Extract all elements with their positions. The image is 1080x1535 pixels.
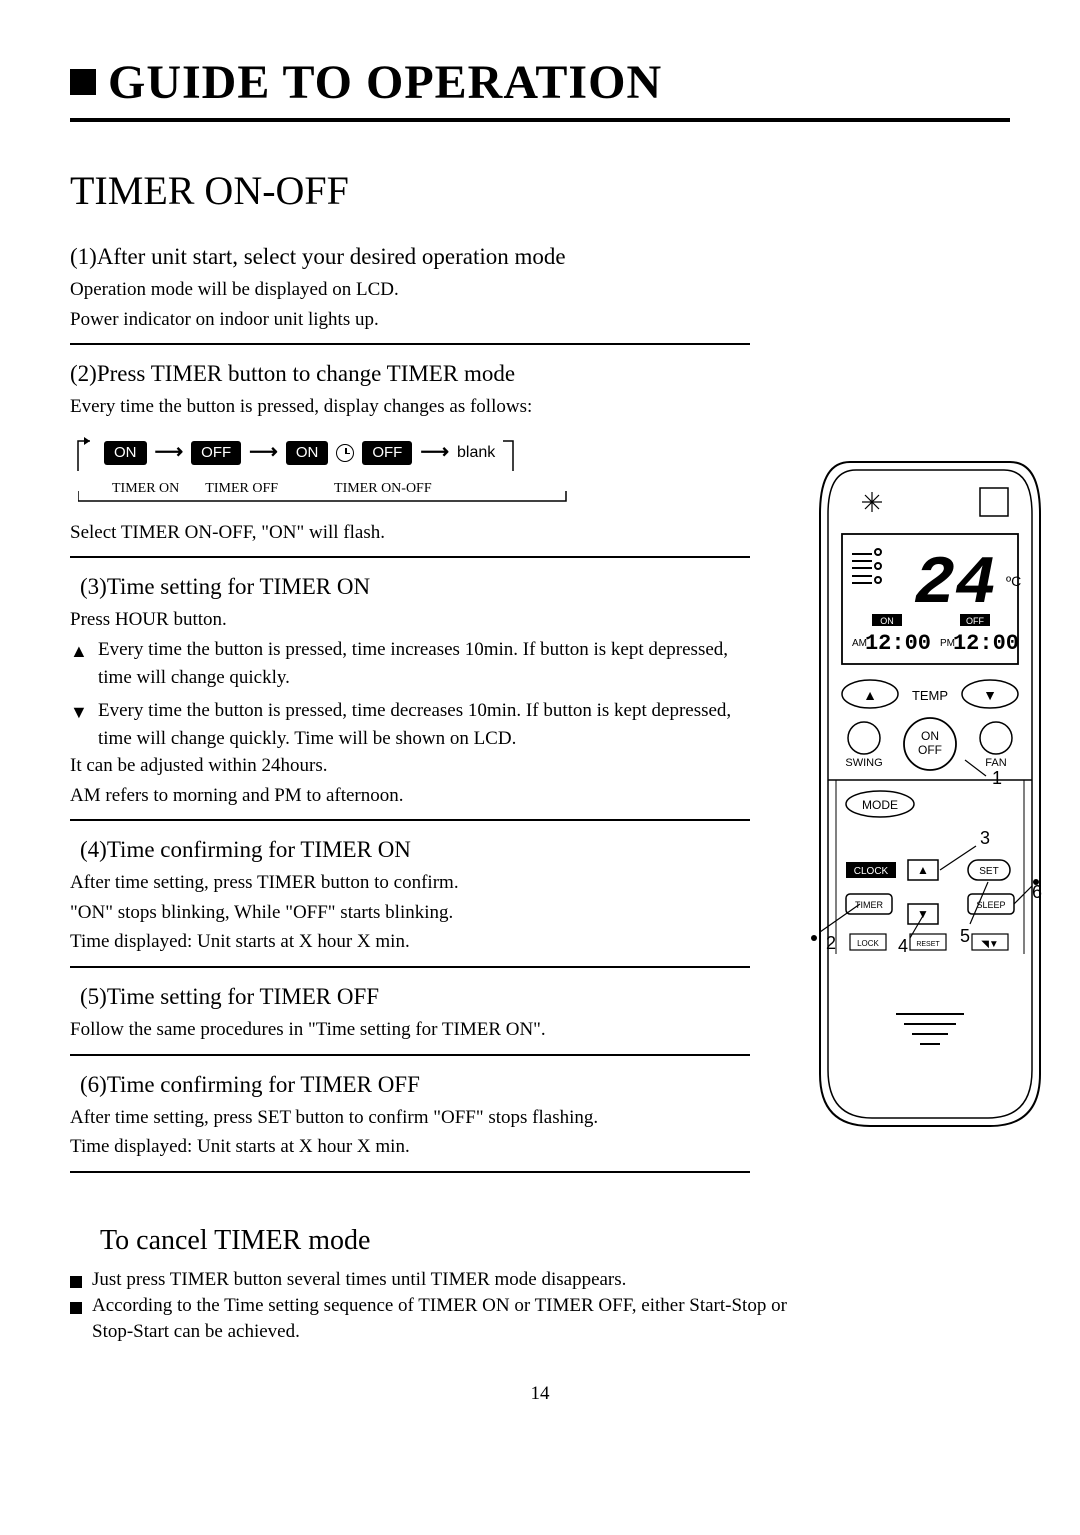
bullet-icon [70,1302,82,1314]
divider [70,819,750,821]
step4-line1: After time setting, press TIMER button t… [70,869,750,897]
divider [70,966,750,968]
step3-line1: Press HOUR button. [70,606,750,634]
hint-2b: Stop-Start can be achieved. [92,1321,1010,1343]
step4-line2: "ON" stops blinking, While "OFF" starts … [70,899,750,927]
svg-text:CLOCK: CLOCK [854,866,889,877]
step3-up-text: Every time the button is pressed, time i… [98,636,750,691]
bullet-icon [70,1276,82,1288]
svg-text:5: 5 [960,926,970,946]
svg-text:TEMP: TEMP [912,688,948,703]
arrow-icon: ⟶ [420,438,449,467]
svg-text:SWING: SWING [845,757,882,769]
step4-title: (4)Time confirming for TIMER ON [80,837,750,863]
hint-1: Just press TIMER button several times un… [92,1269,1010,1291]
step6-line1: After time setting, press SET button to … [70,1104,750,1132]
step5-line1: Follow the same procedures in "Time sett… [70,1016,750,1044]
step2-title: (2)Press TIMER button to change TIMER mo… [70,361,750,387]
svg-text:12:00: 12:00 [865,631,931,656]
step6-title: (6)Time confirming for TIMER OFF [80,1072,750,1098]
triangle-down-icon: ▼ [70,699,98,725]
svg-text:ON: ON [921,729,939,743]
step4-line3: Time displayed: Unit starts at X hour X … [70,928,750,956]
svg-text:OFF: OFF [966,616,984,626]
step3-down-text: Every time the button is pressed, time d… [98,697,750,752]
svg-text:SET: SET [979,866,998,877]
flow-blank: blank [457,441,495,464]
page-number: 14 [70,1383,1010,1405]
clock-icon [336,444,354,462]
svg-text:SLEEP: SLEEP [976,900,1005,910]
step3-line2: It can be adjusted within 24hours. [70,752,750,780]
svg-text:4: 4 [898,936,908,956]
flow-on-badge: ON [104,441,147,465]
step3-line3: AM refers to morning and PM to afternoon… [70,782,750,810]
hint-2: According to the Time setting sequence o… [92,1295,1010,1317]
svg-text:6: 6 [1032,882,1042,902]
svg-text:▼: ▼ [983,689,997,704]
svg-text:◥▼: ◥▼ [981,939,999,950]
section-title: TIMER ON-OFF [70,167,1010,214]
step5-title: (5)Time setting for TIMER OFF [80,984,750,1010]
divider [70,343,750,345]
svg-text:3: 3 [980,828,990,848]
title-bullet-icon [70,69,96,95]
step1-line1: Operation mode will be displayed on LCD. [70,276,750,304]
triangle-up-icon: ▲ [70,638,98,664]
svg-text:LOCK: LOCK [857,939,879,948]
svg-text:ON: ON [880,616,894,626]
step2-line2: Select TIMER ON-OFF, "ON" will flash. [70,519,750,547]
page-title: GUIDE TO OPERATION [108,55,662,110]
flow-off-badge: OFF [191,441,241,465]
svg-text:24: 24 [914,546,996,623]
svg-text:2: 2 [826,933,836,953]
divider [70,556,750,558]
step1-line2: Power indicator on indoor unit lights up… [70,306,750,334]
step1-title: (1)After unit start, select your desired… [70,244,750,270]
flow-loop-line [78,491,568,505]
svg-text:1: 1 [992,768,1002,788]
svg-text:ºC: ºC [1006,573,1021,589]
svg-text:RESET: RESET [916,941,940,948]
step2-line1: Every time the button is pressed, displa… [70,393,750,421]
svg-text:MODE: MODE [862,798,898,812]
timer-flow-diagram: ON ⟶ OFF ⟶ ON OFF ⟶ blank [70,431,750,475]
arrow-icon: ⟶ [155,438,184,467]
svg-text:▲: ▲ [863,689,877,704]
svg-text:OFF: OFF [918,743,942,757]
cancel-title: To cancel TIMER mode [100,1225,1010,1257]
flow-off-badge: OFF [362,441,412,465]
divider [70,1054,750,1056]
divider [70,1171,750,1173]
svg-text:▲: ▲ [917,863,929,877]
svg-text:▼: ▼ [917,907,929,921]
svg-text:12:00: 12:00 [953,631,1019,656]
step6-line2: Time displayed: Unit starts at X hour X … [70,1133,750,1161]
flow-on-badge: ON [286,441,329,465]
step3-title: (3)Time setting for TIMER ON [80,574,750,600]
arrow-icon: ⟶ [249,438,278,467]
remote-control-diagram: 24 ºC ON OFF AM 12:00 PM 12:00 ▲ TEMP ▼ [800,454,1060,1134]
